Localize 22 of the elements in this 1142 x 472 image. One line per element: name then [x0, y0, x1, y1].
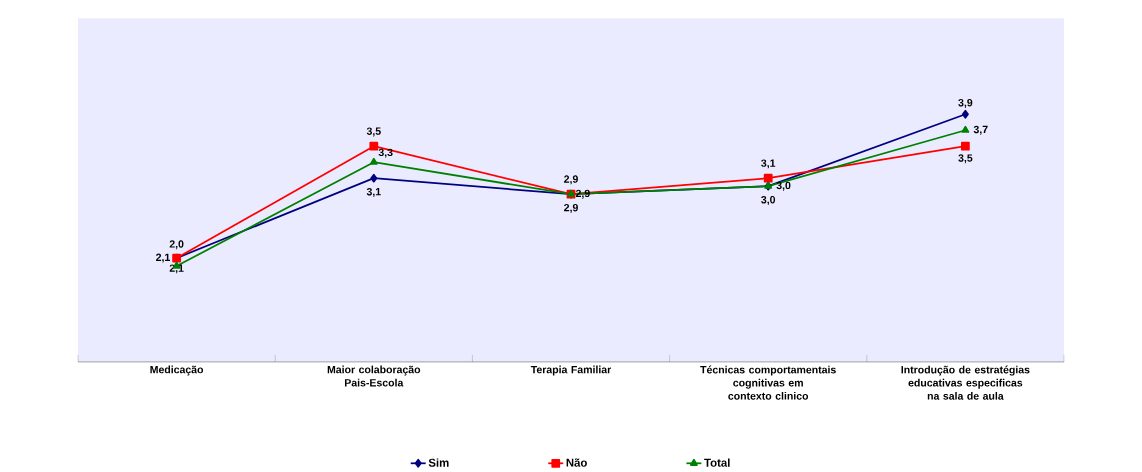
- x-tick-label: Medicação: [150, 365, 204, 376]
- x-tick-label: Maior colaboração Pais-Escola: [327, 365, 421, 387]
- data-label: 3,5: [958, 154, 973, 164]
- data-label: 3,0: [776, 181, 791, 191]
- x-tick-label: Técnicas comportamentais cognitivas em contexto clinico: [700, 365, 836, 400]
- legend-label: Total: [704, 458, 730, 467]
- data-label: 2,9: [575, 189, 590, 199]
- data-label: 3,3: [378, 148, 393, 158]
- data-label: 3,7: [973, 125, 988, 135]
- data-label: 3,0: [761, 196, 776, 206]
- data-label: 3,1: [366, 188, 381, 198]
- data-label: 2,0: [169, 240, 184, 250]
- data-label: 3,1: [761, 159, 776, 169]
- data-label: 2,1: [156, 253, 171, 263]
- legend-label: Sim: [428, 458, 449, 467]
- x-tick-label: Terapia Familiar: [530, 365, 612, 376]
- data-label: 2,9: [564, 175, 578, 185]
- data-label: 3,9: [958, 99, 973, 109]
- legend-label: Não: [566, 458, 587, 467]
- data-label: 3,5: [366, 127, 381, 137]
- data-label: 2,9: [564, 204, 578, 214]
- x-tick-label: Introdução de estratégias educativas especificas na sala de aula: [901, 365, 1030, 400]
